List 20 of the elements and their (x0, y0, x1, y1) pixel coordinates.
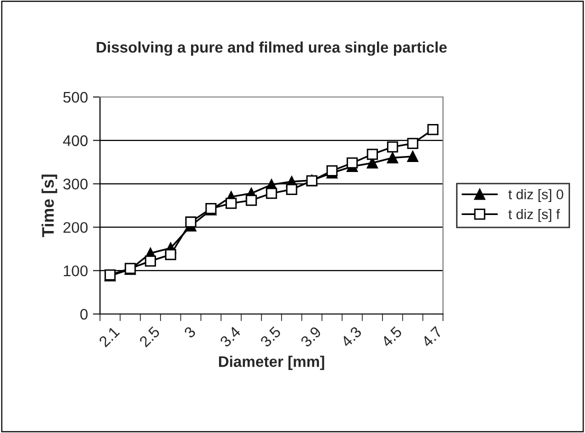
x-tick-label: 4.7 (421, 326, 443, 348)
y-tick-label: 500 (63, 92, 88, 103)
legend-label: t diz [s] 0 (508, 189, 564, 202)
x-tick-label: 3 (183, 326, 196, 339)
x-tick-label: 4.3 (340, 326, 362, 348)
x-tick-label: 2.5 (138, 326, 160, 348)
y-tick-label: 400 (63, 135, 88, 146)
x-tick-label: 3.5 (260, 326, 282, 348)
y-tick-label: 100 (64, 265, 88, 276)
y-axis-title: Time [s] (42, 174, 58, 238)
y-tick-label: 200 (63, 222, 88, 233)
legend-label: t diz [s] f (508, 208, 560, 222)
x-axis-title: Diameter [mm] (219, 356, 324, 370)
x-tick-label: 2.1 (98, 326, 120, 348)
y-tick-label: 0 (80, 308, 88, 320)
chart-title: Dissolving a pure and filmed urea single particle (96, 41, 447, 56)
x-tick-label: 4.5 (380, 326, 403, 348)
y-tick-label: 300 (63, 178, 88, 190)
x-tick-label: 3.4 (219, 326, 242, 348)
x-tick-label: 3.9 (300, 326, 322, 348)
